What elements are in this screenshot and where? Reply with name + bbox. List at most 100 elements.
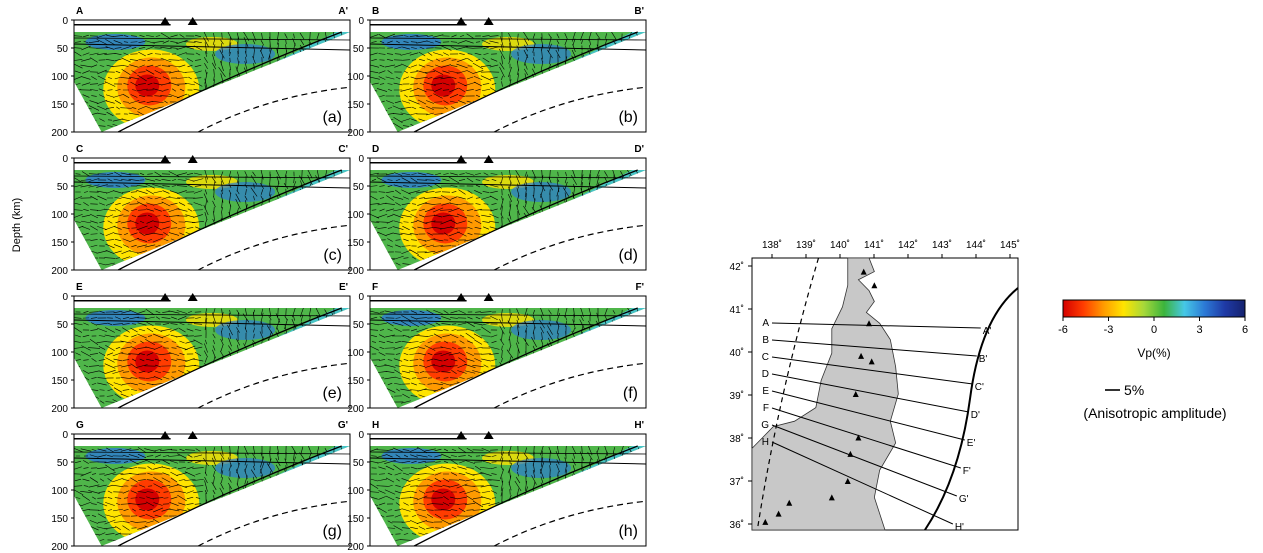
depth-tick-label: 100 — [347, 210, 364, 221]
slab-upper-boundary — [413, 445, 638, 547]
depth-tick-label: 0 — [358, 430, 364, 441]
slab-upper-boundary — [117, 31, 342, 133]
conrad-line — [73, 175, 351, 179]
tomography-image — [74, 446, 350, 546]
depth-tick-label: 200 — [51, 404, 68, 415]
tomography-image — [370, 446, 646, 546]
lat-tick-label: 41˚ — [730, 304, 744, 316]
depth-tick-label: 200 — [51, 542, 68, 553]
depth-tick-label: 150 — [347, 376, 364, 387]
profile-line — [771, 390, 965, 441]
trench-line — [924, 287, 1019, 531]
depth-tick-label: 0 — [62, 16, 68, 27]
depth-tick-label: 150 — [347, 238, 364, 249]
tomography-image — [370, 308, 646, 408]
volcano-icon — [483, 17, 494, 25]
lat-tick-label: 37˚ — [730, 476, 744, 488]
depth-tick-label: 200 — [347, 542, 364, 553]
profile-start-label: F — [372, 282, 378, 293]
surface-band — [74, 434, 350, 446]
lat-tick-label: 36˚ — [730, 519, 744, 531]
cross-section-a: A A' (a) 0 50 100 150 200 — [51, 6, 351, 139]
depth-tick-label: 50 — [353, 458, 365, 469]
volcano-icon — [762, 518, 769, 525]
lon-tick-label: 139˚ — [796, 239, 816, 251]
volcano-icon — [858, 352, 865, 359]
profile-line-end: B' — [979, 354, 988, 365]
surface-band — [370, 296, 646, 308]
land-area — [751, 257, 899, 531]
volcano-icon — [866, 320, 873, 327]
profile-line-end: D' — [971, 410, 980, 421]
moho-line — [73, 457, 351, 465]
depth-tick-label: 50 — [57, 320, 69, 331]
anisotropy-scale: 5% (Anisotropic amplitude) — [1083, 382, 1226, 421]
profile-start-label: G — [76, 420, 84, 431]
depth-tick-label: 200 — [51, 128, 68, 139]
land-bar — [370, 162, 467, 164]
surface-band — [370, 158, 646, 170]
lon-tick-label: 143˚ — [932, 239, 952, 251]
depth-tick-label: 150 — [51, 238, 68, 249]
depth-tick-label: 200 — [347, 404, 364, 415]
colorbar: -6 -3 0 3 6 Vp(%) — [1058, 299, 1248, 360]
land-bar — [74, 24, 171, 26]
surface-band — [370, 20, 646, 32]
volcano-icon — [456, 17, 467, 25]
volcano-icon — [456, 431, 467, 439]
depth-tick-label: 100 — [347, 72, 364, 83]
slab-lower-boundary — [197, 86, 351, 133]
depth-tick-label: 50 — [57, 458, 69, 469]
conrad-line — [73, 451, 351, 455]
depth-tick-label: 150 — [51, 376, 68, 387]
tomography-image — [370, 170, 646, 270]
profile-end-label: A' — [338, 6, 348, 17]
profile-line — [771, 339, 977, 357]
panel-label: (a) — [322, 109, 342, 126]
conrad-line — [369, 313, 647, 317]
volcano-icon — [160, 293, 171, 301]
volcano-icon — [868, 358, 875, 365]
cross-section-d: D D' (d) 0 50 100 150 200 — [347, 144, 647, 277]
colorbar-scale — [1062, 299, 1246, 318]
surface-band — [74, 158, 350, 170]
panel-label: (c) — [323, 247, 342, 264]
land-bar — [74, 438, 171, 440]
cross-section-e: E E' (e) 0 50 100 150 200 — [51, 282, 351, 415]
scale-value: 5% — [1124, 382, 1144, 398]
depth-tick-label: 100 — [51, 72, 68, 83]
slab-lower-boundary — [197, 500, 351, 547]
volcano-icon — [160, 17, 171, 25]
profile-end-label: H' — [634, 420, 644, 431]
profile-line-start: A — [762, 318, 769, 329]
profile-start-label: H — [372, 420, 379, 431]
panel-label: (h) — [618, 523, 638, 540]
profile-line-start: F — [763, 403, 769, 414]
tomography-image — [74, 170, 350, 270]
volcano-icon — [775, 510, 782, 517]
land-bar — [370, 300, 467, 302]
slab-lower-boundary — [493, 224, 647, 271]
lat-tick-label: 39˚ — [730, 390, 744, 402]
profile-end-label: B' — [634, 6, 644, 17]
volcano-icon — [187, 293, 198, 301]
moho-line — [369, 457, 647, 465]
volcano-icon — [483, 293, 494, 301]
depth-tick-label: 100 — [51, 486, 68, 497]
surface-band — [74, 296, 350, 308]
moho-line — [73, 43, 351, 51]
scale-caption: (Anisotropic amplitude) — [1083, 405, 1226, 421]
depth-tick-label: 0 — [358, 292, 364, 303]
panel-label: (b) — [618, 109, 638, 126]
profile-line-end: H' — [955, 522, 964, 533]
depth-tick-label: 100 — [51, 348, 68, 359]
volcano-icon — [852, 391, 859, 397]
profile-line — [771, 373, 969, 413]
profile-line-start: D — [762, 369, 769, 380]
profile-start-label: B — [372, 6, 379, 17]
panel-label: (d) — [618, 247, 638, 264]
plate-boundary-line — [756, 257, 820, 531]
lat-tick-label: 38˚ — [730, 433, 744, 445]
depth-tick-label: 0 — [62, 292, 68, 303]
